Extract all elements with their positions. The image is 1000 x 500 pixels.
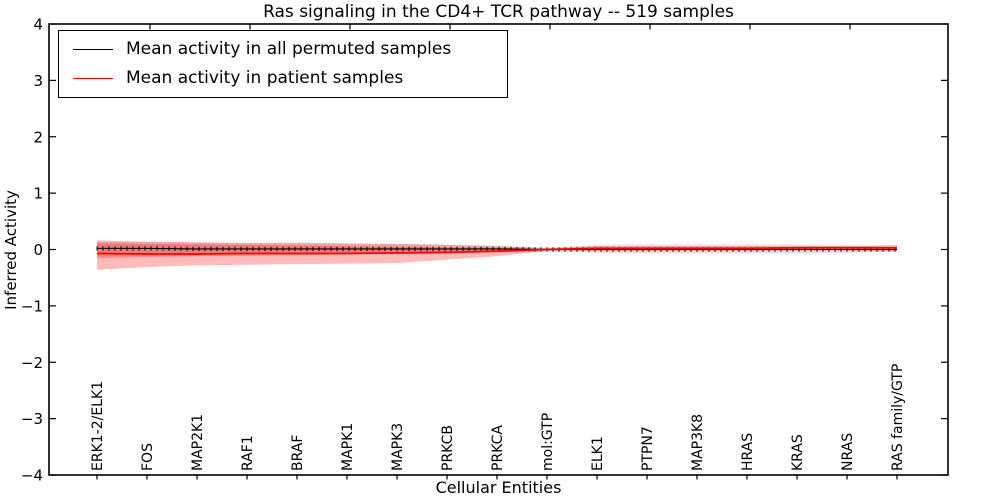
x-tick-label: BRAF [290, 435, 306, 471]
y-tick-label: −2 [21, 354, 43, 372]
y-tick-label: 1 [33, 185, 43, 203]
legend-item-patient: Mean activity in patient samples [59, 68, 507, 88]
x-tick-label: FOS [140, 443, 156, 471]
x-tick-label: RAF1 [240, 435, 256, 471]
x-tick-label: ELK1 [590, 436, 606, 471]
x-tick-label: KRAS [790, 434, 806, 471]
line-permuted-mean [97, 247, 897, 251]
y-tick-label: 2 [33, 128, 43, 146]
y-tick-label: 4 [33, 16, 43, 34]
legend-line-patient-icon [73, 77, 113, 79]
y-tick-label: 3 [33, 72, 43, 90]
y-tick-label: 0 [33, 241, 43, 259]
x-tick-label: RAS family/GTP [890, 364, 906, 471]
x-tick-label: MAPK1 [340, 423, 356, 471]
legend-label-permuted: Mean activity in all permuted samples [126, 39, 452, 60]
x-tick-label: PRKCB [440, 425, 456, 471]
legend-item-permuted: Mean activity in all permuted samples [59, 39, 507, 59]
x-tick-label: ERK1-2/ELK1 [90, 381, 106, 471]
x-tick-label: MAP3K8 [690, 414, 706, 471]
chart-title: Ras signaling in the CD4+ TCR pathway --… [263, 2, 734, 22]
x-tick-label: MAPK3 [390, 423, 406, 471]
y-tick-label: −3 [21, 410, 43, 428]
legend-line-permuted-icon [73, 49, 113, 51]
line-patient-mean [96, 246, 897, 255]
x-tick-label: mol:GTP [540, 413, 556, 471]
legend-label-patient: Mean activity in patient samples [126, 68, 404, 89]
x-tick-label: HRAS [740, 433, 756, 471]
x-tick-label: NRAS [840, 433, 856, 471]
x-tick-label: MAP2K1 [190, 414, 206, 471]
x-tick-label: PRKCA [490, 425, 506, 471]
y-tick-label: −1 [21, 297, 43, 315]
y-tick-label: −4 [21, 467, 43, 485]
x-tick-label: PTPN7 [640, 426, 656, 471]
legend: Mean activity in all permuted samples Me… [58, 30, 508, 98]
y-axis-title: Inferred Activity [2, 190, 20, 310]
x-axis-title: Cellular Entities [435, 478, 562, 497]
